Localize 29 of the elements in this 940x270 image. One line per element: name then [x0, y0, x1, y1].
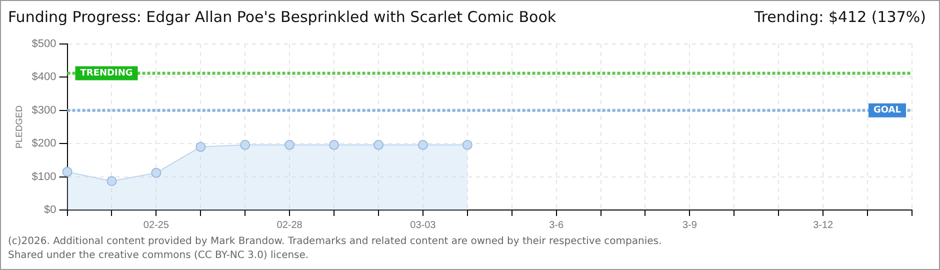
ref-line-label: TRENDING [80, 68, 133, 79]
chart-subtitle: Trending: $412 (137%) [754, 8, 926, 26]
x-tick-label: 3-12 [813, 220, 834, 231]
point [240, 140, 250, 150]
point [462, 140, 472, 150]
point [196, 142, 206, 152]
x-tick-label: 02-25 [143, 220, 170, 231]
x-tick-label: 3-9 [682, 220, 698, 231]
y-axis-title: PLEDGED [14, 104, 24, 149]
point [284, 140, 295, 150]
x-tick-label: 02-28 [276, 220, 303, 231]
x-tick-label: 3-6 [549, 220, 564, 231]
point [62, 166, 72, 177]
point [151, 168, 162, 178]
x-tick-label: 03-03 [410, 220, 436, 231]
y-tick-label: $400 [32, 71, 56, 84]
y-tick-label: $500 [32, 38, 56, 50]
y-tick-label: $300 [32, 104, 56, 116]
chart-title: Funding Progress: Edgar Allan Poe's Besprinkled with Scarlet Comic Book [8, 8, 556, 26]
point [373, 140, 384, 150]
point [106, 176, 117, 186]
text: Shared under the creative commons (CC BY-NC 3.0) license. [8, 250, 309, 261]
y-tick-label: $200 [32, 138, 56, 150]
y-tick-label: $100 [32, 170, 56, 183]
point [329, 140, 340, 150]
y-tick-label: $0 [44, 204, 56, 216]
ref-line-label: GOAL [874, 106, 902, 116]
text: (c)2026. Additional content provided by Mark Brandow. Trademarks and related content are owned by their respective companies. [8, 236, 662, 247]
point [418, 140, 428, 150]
